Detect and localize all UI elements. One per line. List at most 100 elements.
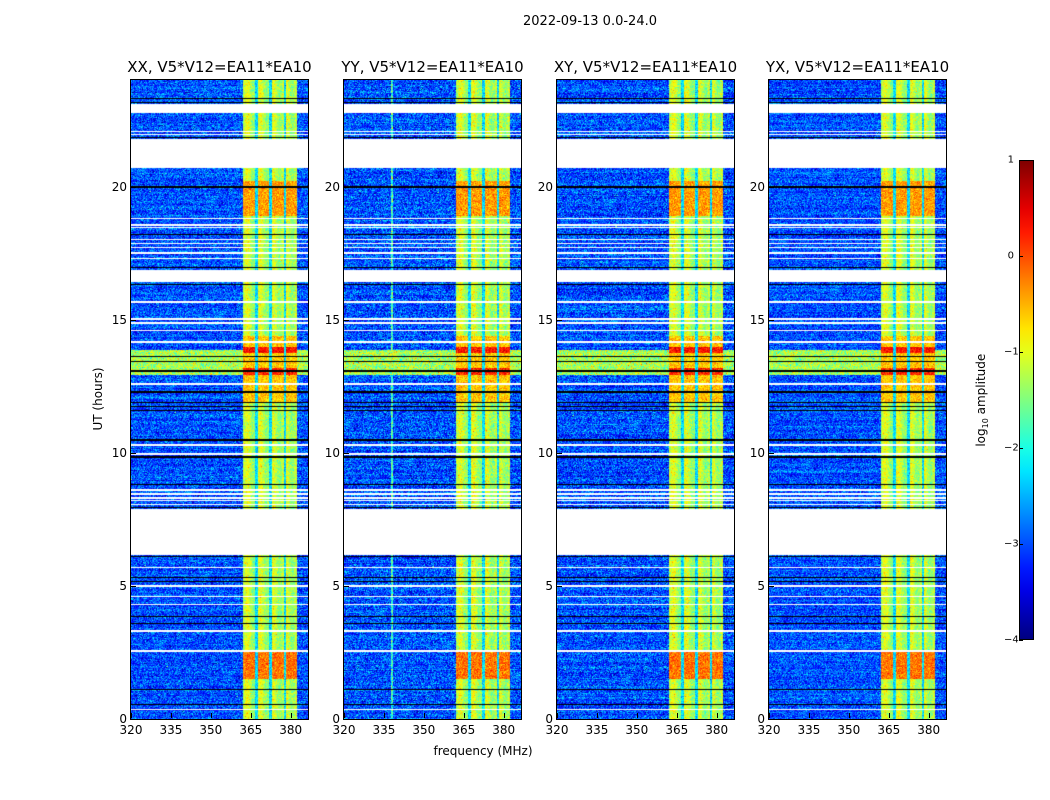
x-tick-label: 320	[757, 723, 781, 737]
x-tick-label: 365	[877, 723, 901, 737]
y-tick-label: 15	[537, 312, 553, 327]
y-tick-mark	[344, 319, 349, 321]
x-tick-label: 335	[585, 723, 609, 737]
y-tick-mark	[344, 585, 349, 587]
figure-title: 2022-09-13 0.0-24.0	[523, 14, 657, 29]
y-tick-mark	[557, 719, 562, 720]
x-tick-mark	[131, 713, 132, 718]
x-axis-label: frequency (MHz)	[433, 744, 533, 758]
x-tick-label: 335	[159, 723, 183, 737]
spectrogram-heatmap	[557, 80, 734, 719]
x-tick-label: 350	[837, 723, 861, 737]
x-tick-mark	[463, 713, 465, 718]
colorbar-tick-label: −1	[1004, 346, 1019, 358]
x-tick-label: 350	[625, 723, 649, 737]
x-tick-mark	[848, 713, 850, 718]
x-tick-label: 380	[917, 723, 941, 737]
colorbar-tick-label: −2	[1004, 442, 1019, 454]
colorbar-label-suffix: amplitude	[973, 353, 988, 419]
x-tick-label: 350	[412, 723, 436, 737]
y-tick-label: 0	[757, 712, 765, 726]
x-tick-mark	[383, 713, 385, 718]
x-tick-label: 365	[452, 723, 476, 737]
y-tick-mark	[344, 186, 349, 188]
y-tick-mark	[557, 452, 562, 454]
panel-title: YY, V5*V12=EA11*EA10	[341, 58, 524, 76]
x-tick-label: 365	[665, 723, 689, 737]
y-tick-label: 0	[545, 712, 553, 726]
y-tick-label: 10	[324, 445, 340, 460]
y-tick-label: 20	[111, 179, 127, 194]
y-tick-label: 10	[537, 445, 553, 460]
y-tick-mark	[557, 186, 562, 188]
x-tick-label: 335	[372, 723, 396, 737]
colorbar-tick-mark	[1019, 544, 1023, 545]
y-tick-mark	[769, 186, 774, 188]
y-tick-label: 10	[749, 445, 765, 460]
y-tick-label: 5	[545, 578, 553, 593]
panel-3: XY, V5*V12=EA11*EA10 0 5 10 15 20 320 335 350 365…	[538, 58, 737, 737]
x-tick-label: 320	[545, 723, 569, 737]
x-tick-label: 335	[797, 723, 821, 737]
x-tick-label: 380	[279, 723, 303, 737]
y-tick-label: 5	[332, 578, 340, 593]
x-tick-mark	[769, 713, 770, 718]
y-tick-label: 15	[111, 312, 127, 327]
colorbar-tick-label: −4	[1004, 634, 1019, 646]
y-tick-label: 15	[749, 312, 765, 327]
colorbar-tick-label: 1	[1007, 154, 1014, 166]
colorbar-tick-mark	[1019, 448, 1023, 449]
x-tick-mark	[557, 713, 558, 718]
y-tick-label: 5	[757, 578, 765, 593]
colorbar-tick-mark	[1019, 640, 1023, 641]
x-tick-label: 320	[332, 723, 356, 737]
y-tick-mark	[557, 585, 562, 587]
y-tick-label: 20	[324, 179, 340, 194]
colorbar	[1019, 160, 1034, 640]
y-tick-mark	[131, 452, 136, 454]
panel-1: XX, V5*V12=EA11*EA10 0 5 10 15 20 320 335 350 365…	[112, 58, 312, 737]
colorbar-tick-label: 0	[1007, 250, 1014, 262]
y-tick-mark	[769, 452, 774, 454]
x-tick-mark	[808, 713, 810, 718]
y-tick-mark	[131, 186, 136, 188]
x-tick-mark	[503, 713, 505, 718]
x-tick-mark	[716, 713, 718, 718]
x-tick-mark	[210, 713, 212, 718]
panel-title: YX, V5*V12=EA11*EA10	[765, 58, 950, 76]
axes-frame	[130, 79, 309, 720]
spectrogram-heatmap	[769, 80, 946, 719]
colorbar-tick-label: −3	[1004, 538, 1019, 550]
y-tick-label: 0	[332, 712, 340, 726]
colorbar-label: log10 amplitude	[974, 340, 990, 460]
colorbar-tick-mark	[1019, 352, 1023, 353]
x-tick-label: 365	[239, 723, 263, 737]
y-tick-mark	[131, 319, 136, 321]
y-tick-mark	[131, 719, 136, 720]
x-tick-mark	[928, 713, 930, 718]
y-tick-label: 20	[749, 179, 765, 194]
x-tick-mark	[888, 713, 890, 718]
axes-frame	[768, 79, 947, 720]
x-tick-mark	[596, 713, 598, 718]
y-tick-mark	[557, 319, 562, 321]
colorbar-label-sub: 10	[981, 418, 991, 429]
x-tick-label: 380	[492, 723, 516, 737]
y-tick-mark	[769, 319, 774, 321]
y-tick-label: 20	[537, 179, 553, 194]
x-tick-mark	[250, 713, 252, 718]
x-tick-mark	[170, 713, 172, 718]
x-tick-mark	[344, 713, 345, 718]
y-tick-mark	[344, 452, 349, 454]
y-tick-label: 5	[119, 578, 127, 593]
colorbar-label-prefix: log	[973, 428, 988, 447]
colorbar-tick-mark	[1019, 256, 1023, 257]
y-tick-mark	[769, 585, 774, 587]
spectrogram-heatmap	[131, 80, 308, 719]
x-tick-label: 380	[705, 723, 729, 737]
x-tick-mark	[423, 713, 425, 718]
panel-title: XY, V5*V12=EA11*EA10	[553, 58, 738, 76]
y-axis-label: UT (hours)	[91, 367, 105, 431]
y-tick-mark	[769, 719, 774, 720]
panel-2: YY, V5*V12=EA11*EA10 0 5 10 15 20 320 335 350 365…	[325, 58, 524, 737]
